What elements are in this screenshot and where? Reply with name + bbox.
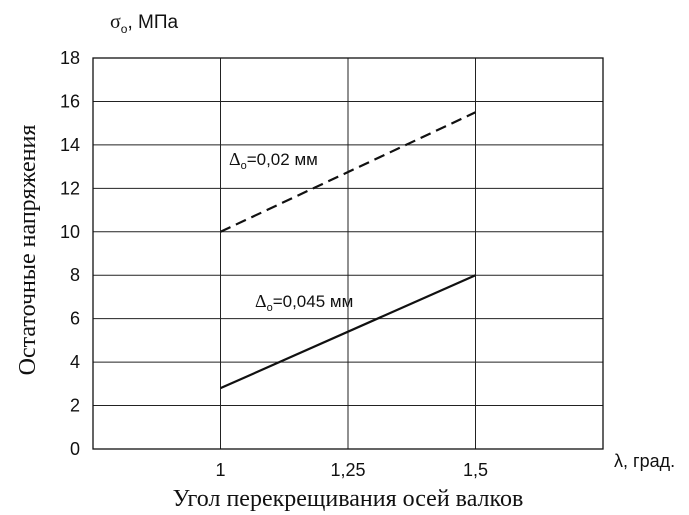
series-label: Δo=0,02 мм <box>229 149 318 172</box>
y-axis-unit-label: σo, МПа <box>110 11 179 36</box>
plot-frame <box>92 57 604 450</box>
x-tick-label: 1 <box>215 460 225 480</box>
sigma-symbol: σ <box>110 11 121 33</box>
series-line <box>220 274 476 390</box>
y-tick-label: 12 <box>60 178 80 198</box>
y-tick-label: 2 <box>70 396 80 416</box>
y-tick-label: 14 <box>60 135 80 155</box>
y-axis-unit: , МПа <box>127 12 178 33</box>
tick-labels: 0 2 4 6 8 10 12 14 16 18 1 1,25 1,5 <box>60 48 488 480</box>
grid-lines <box>93 58 603 449</box>
y-tick-label: 6 <box>70 309 80 329</box>
y-tick-label: 0 <box>70 439 80 459</box>
x-axis-unit-label: λ, град. <box>614 451 675 471</box>
y-tick-label: 16 <box>60 91 80 111</box>
y-axis-title: Остаточные напряжения <box>15 125 41 376</box>
x-axis-title: Угол перекрещивания осей валков <box>173 486 524 512</box>
x-tick-label: 1,25 <box>330 460 365 480</box>
series-line <box>220 111 476 233</box>
axis-labels: σo, МПа Остаточные напряжения λ, град. У… <box>15 11 675 512</box>
y-tick-label: 8 <box>70 265 80 285</box>
y-tick-label: 4 <box>70 352 80 372</box>
sigma-subscript: o <box>121 22 128 36</box>
y-tick-label: 10 <box>60 222 80 242</box>
x-tick-label: 1,5 <box>463 460 488 480</box>
y-tick-label: 18 <box>60 48 80 68</box>
series-lines: Δo=0,02 мм Δo=0,045 мм <box>220 111 476 390</box>
series-label: Δo=0,045 мм <box>255 291 353 314</box>
